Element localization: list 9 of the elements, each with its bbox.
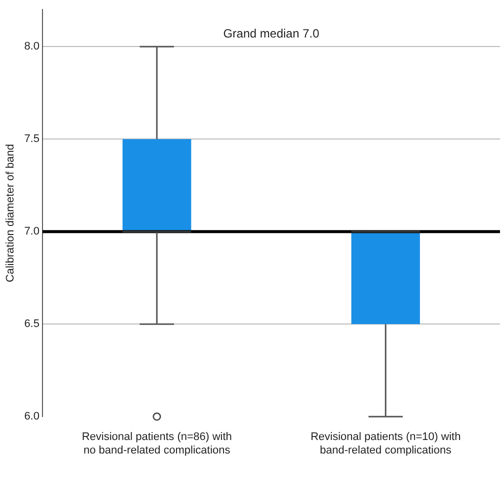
y-axis-title: Calibration diameter of band [4,144,17,282]
x-tick-label: Revisional patients (n=86) with no band-related complications [82,431,232,456]
x-tick-label: Revisional patients (n=10) with band-related complications [310,431,461,456]
y-tick-label: 7.0 [24,226,40,238]
y-tick-label: 8.0 [24,40,40,53]
ref-line-label: Grand median 7.0 [223,26,320,41]
y-tick-label: 7.5 [24,133,40,146]
y-tick-label: 6.0 [24,410,40,423]
y-tick-label: 6.5 [24,318,40,330]
